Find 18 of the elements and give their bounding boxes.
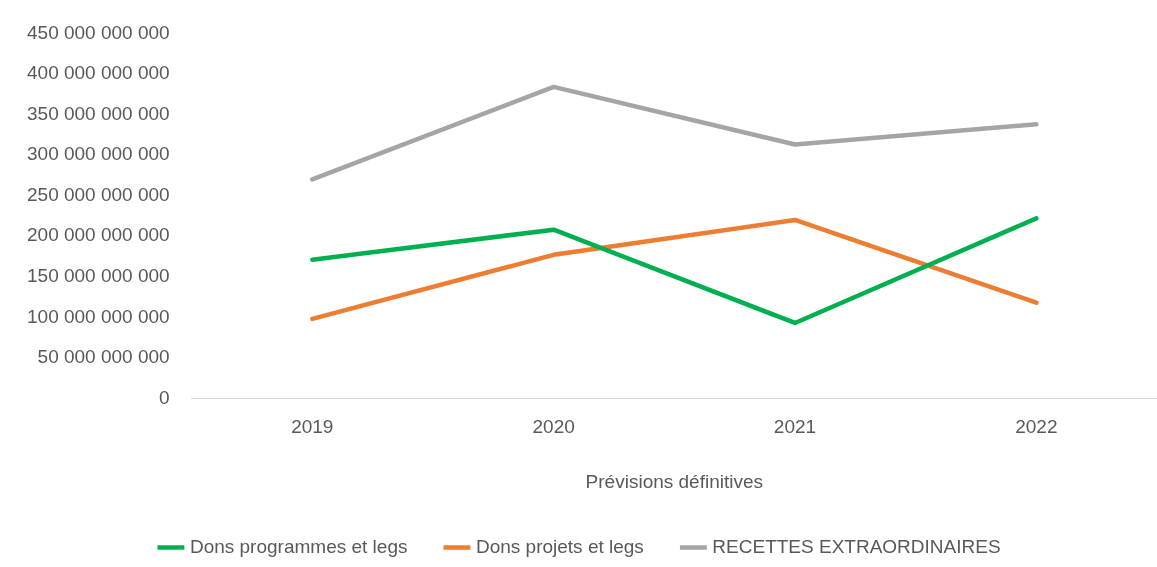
y-tick-label: 0 <box>159 386 170 408</box>
x-tick-label: 2021 <box>773 416 817 438</box>
x-tick-label: 2019 <box>291 416 334 438</box>
y-tick-label: 200 000 000 000 <box>27 224 170 246</box>
y-tick-label: 50 000 000 000 <box>37 346 170 368</box>
legend-label: Dons projets et legs <box>475 535 644 557</box>
y-tick-label: 450 000 000 000 <box>27 21 170 43</box>
legend-label: Dons programmes et legs <box>189 535 408 557</box>
y-tick-label: 150 000 000 000 <box>27 264 170 286</box>
x-tick-label: 2022 <box>1015 416 1058 438</box>
x-tick-label: 2020 <box>532 416 575 438</box>
y-tick-label: 100 000 000 000 <box>27 305 170 327</box>
y-tick-label: 300 000 000 000 <box>27 143 170 165</box>
legend-label: RECETTES EXTRAORDINAIRES <box>712 535 1001 557</box>
y-tick-label: 400 000 000 000 <box>27 62 170 84</box>
y-tick-label: 250 000 000 000 <box>27 183 170 205</box>
y-tick-label: 350 000 000 000 <box>27 102 170 124</box>
x-axis-title: Prévisions définitives <box>585 470 764 492</box>
